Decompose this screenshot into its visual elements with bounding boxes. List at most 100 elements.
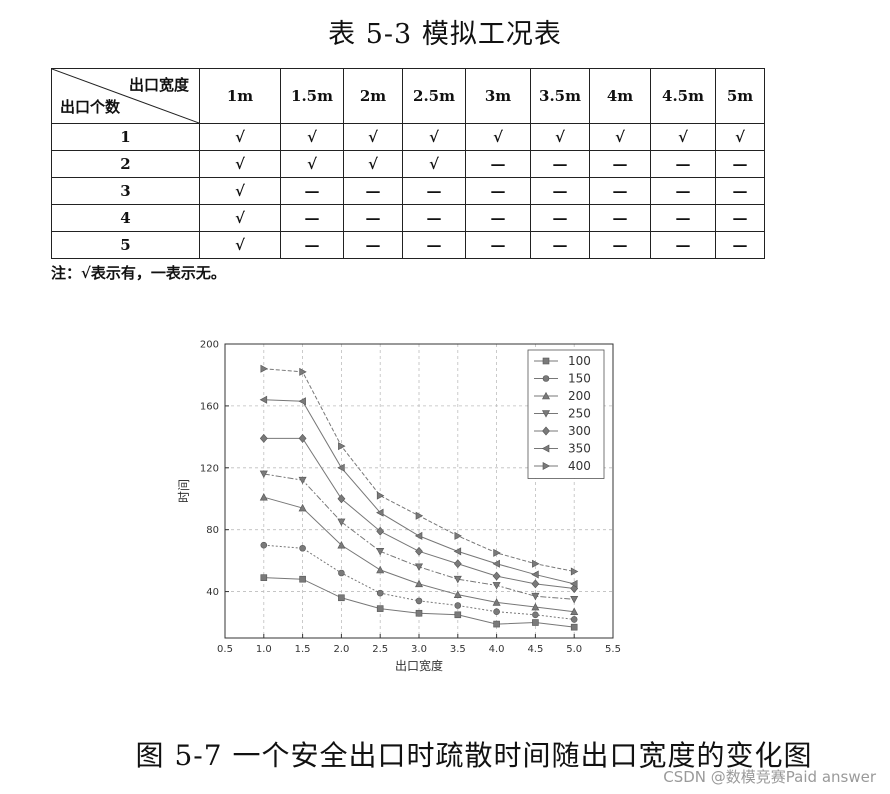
data-point-200 [570,607,579,615]
table-cell: — [715,177,765,205]
data-point-350 [492,559,500,568]
legend-label: 250 [568,407,591,421]
data-point-350 [414,531,423,540]
table-cell: √ [199,150,281,178]
table-cell: — [343,231,403,259]
table-cell: √ [280,150,344,178]
legend-marker [541,410,551,418]
table-cell: √ [650,123,716,151]
table-cell: √ [530,123,590,151]
data-point-100 [338,594,345,602]
header-exit-width: 出口宽度 [128,76,189,94]
data-point-150 [415,597,423,605]
row-label: 2 [51,150,200,178]
table-cell: — [650,177,716,205]
table-cell: — [715,150,765,178]
diagonal-header-cell: 出口宽度 出口个数 [51,68,200,124]
x-tick-label: 0.5 [217,644,233,655]
table-cell: — [402,231,466,259]
data-point-300 [531,579,540,589]
data-point-400 [532,559,540,568]
data-point-200 [259,493,268,501]
y-tick-label: 200 [200,340,219,351]
data-point-100 [299,575,306,583]
data-point-100 [532,619,539,626]
data-point-300 [337,494,346,504]
data-point-350 [259,395,268,404]
legend-marker [541,391,551,400]
table-cell: √ [280,123,344,151]
row-label: 4 [51,204,200,232]
table-cell: — [589,150,651,178]
data-point-200 [376,565,385,574]
data-point-100 [493,620,500,628]
table-header-row: 出口宽度 出口个数 1m 1.5m 2m 2.5m 3m 3.5m 4m 4.5m 5m [51,68,765,124]
table-cell: — [280,204,344,232]
column-header: 3.5m [530,68,590,124]
table-cell: — [589,231,651,259]
table-cell: — [280,231,344,259]
data-point-150 [570,616,578,623]
table-cell: — [402,177,466,205]
data-point-300 [376,526,385,536]
y-tick-label: 160 [200,401,219,412]
data-point-100 [376,605,384,612]
data-point-350 [376,508,384,517]
column-header: 2m [343,68,403,124]
data-point-250 [298,476,307,485]
data-point-400 [454,531,462,540]
table-cell: — [715,231,765,259]
data-point-200 [414,579,424,588]
table-cell: — [589,204,651,232]
data-point-200 [453,590,462,598]
data-point-150 [376,589,384,597]
table-cell: — [530,204,590,232]
x-tick-label: 5.5 [605,644,621,655]
table-row: 4 √ — — — — — — — — [51,204,765,232]
data-point-250 [376,548,385,556]
data-point-100 [454,611,462,619]
table-cell: — [530,231,590,259]
data-point-350 [337,463,345,472]
table-cell: √ [199,231,281,259]
data-point-200 [337,541,346,549]
legend-label: 350 [568,442,591,456]
table-cell: √ [715,123,765,151]
x-tick-label: 3.0 [411,644,427,655]
data-point-400 [376,491,385,500]
legend-label: 400 [568,459,591,473]
data-point-300 [259,433,268,443]
data-point-200 [298,503,307,512]
data-point-400 [493,548,501,557]
y-tick-label: 80 [206,525,219,536]
data-point-300 [453,559,462,569]
table-cell: √ [343,150,403,178]
data-point-100 [415,609,423,617]
legend-label: 100 [568,354,591,368]
data-point-150 [299,544,306,552]
legend-marker [542,426,550,436]
data-point-400 [338,442,346,451]
column-header: 2.5m [402,68,466,124]
data-point-150 [260,541,268,549]
header-exit-count: 出口个数 [60,98,121,116]
x-tick-label: 4.5 [527,644,543,655]
data-point-200 [531,602,540,611]
data-point-350 [298,397,306,406]
diagonal-line [52,69,199,123]
conditions-table: 出口宽度 出口个数 1m 1.5m 2m 2.5m 3m 3.5m 4m 4.5m 5m 1 √ √… [51,68,765,259]
table-row: 1 √ √ √ √ √ √ √ √ √ [51,123,765,151]
data-point-250 [337,518,346,527]
data-point-150 [532,611,539,619]
legend-marker [542,461,551,471]
data-point-400 [299,367,307,376]
series-line-250 [263,473,575,600]
table-cell: — [650,231,716,259]
data-point-350 [453,547,462,556]
y-tick-label: 40 [206,587,219,598]
table-row: 5 √ — — — — — — — — [51,231,765,259]
x-axis-label: 出口宽度 [395,658,443,673]
table-cell: √ [465,123,531,151]
table-cell: — [402,204,466,232]
figure-caption: 图 5-7 一个安全出口时疏散时间随出口宽度的变化图 [135,739,813,772]
